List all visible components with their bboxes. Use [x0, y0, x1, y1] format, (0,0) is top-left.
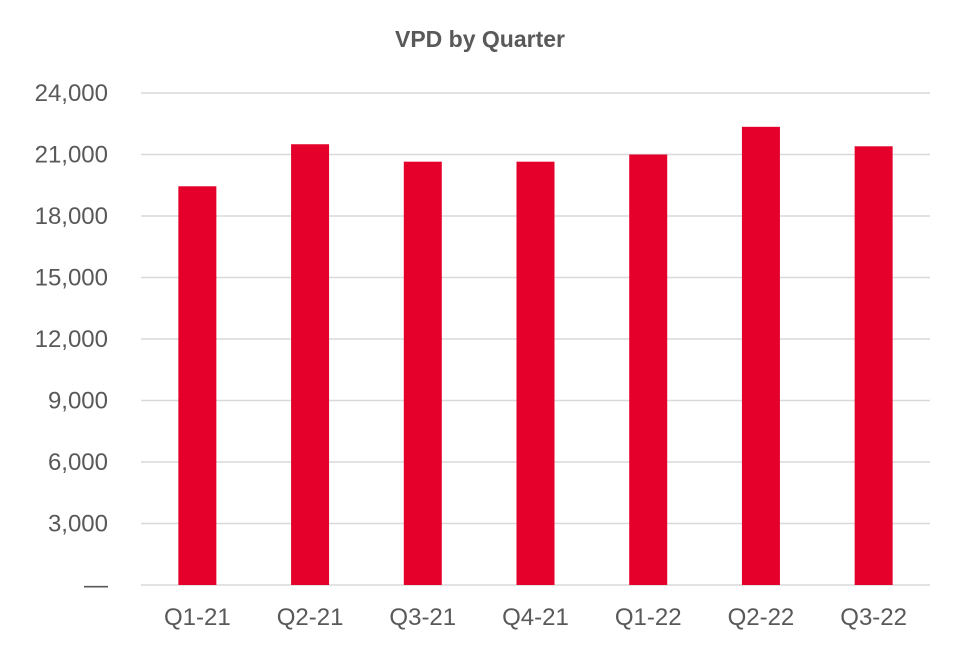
x-tick-label: Q3-21 — [389, 604, 456, 631]
bar-q1-22 — [629, 154, 668, 585]
x-tick-label: Q3-22 — [840, 604, 907, 631]
x-tick-label: Q2-22 — [728, 604, 795, 631]
chart-title: VPD by Quarter — [395, 26, 565, 52]
bar-q3-22 — [854, 146, 893, 586]
y-tick-label: 24,000 — [35, 80, 108, 107]
bar-q4-21 — [516, 161, 555, 586]
y-tick-label: 6,000 — [48, 449, 108, 476]
bar-q2-22 — [741, 126, 780, 585]
y-tick-label: 21,000 — [35, 142, 108, 169]
y-tick-label: 15,000 — [35, 265, 108, 292]
x-tick-label: Q1-22 — [615, 604, 682, 631]
bar-q1-21 — [178, 186, 217, 585]
x-tick-label: Q2-21 — [277, 604, 344, 631]
y-tick-label: 12,000 — [35, 326, 108, 353]
y-tick-label: 9,000 — [48, 388, 108, 415]
x-tick-label: Q1-21 — [164, 604, 231, 631]
y-tick-label: 3,000 — [48, 511, 108, 538]
bar-q3-21 — [403, 161, 442, 586]
x-tick-label: Q4-21 — [502, 604, 569, 631]
y-tick-label: — — [84, 572, 108, 599]
bar-q2-21 — [291, 144, 330, 585]
y-tick-label: 18,000 — [35, 203, 108, 230]
